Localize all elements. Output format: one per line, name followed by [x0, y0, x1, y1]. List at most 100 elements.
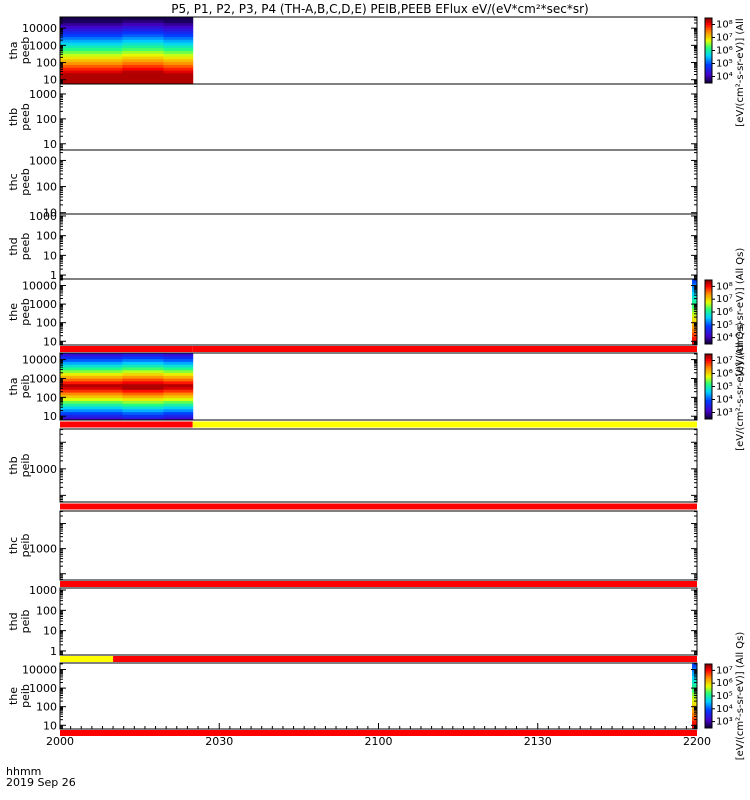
- spectrogram-cell: [163, 406, 194, 410]
- spectrogram-cell: [163, 28, 194, 32]
- panel-frame: [59, 428, 698, 503]
- colorbar-label: [eV/(cm²-s-sr-eV)] (All Qs): [735, 632, 746, 761]
- y-tick-label: 100: [36, 391, 57, 404]
- spectrogram-cell: [60, 394, 123, 399]
- x-tick-label: 2000: [46, 735, 74, 748]
- spectrogram-cell: [163, 400, 194, 404]
- panel-frame: [59, 83, 698, 151]
- colorbar-tick-label: 10⁴: [716, 395, 733, 406]
- y-tick-label: 10: [43, 410, 57, 423]
- colorbar-label: [eV/(cm²-s-sr-eV)] (All Qs): [735, 322, 746, 451]
- spectrogram-cell: [122, 64, 165, 68]
- spectrogram-cell: [122, 30, 165, 35]
- spectrogram-cell: [692, 679, 697, 685]
- colorbar-swatch: [705, 399, 712, 402]
- colorbar-swatch: [705, 50, 712, 53]
- spectrogram-cell: [163, 33, 194, 38]
- colorbar-tick-label: 10⁴: [716, 72, 733, 83]
- colorbar-swatch: [705, 284, 712, 287]
- colorbar-swatch: [705, 63, 712, 66]
- y-tick-label: 100: [36, 230, 57, 243]
- colorbar-swatch: [705, 310, 712, 313]
- quality-bar-segment: [113, 656, 698, 662]
- colorbar-swatch: [705, 699, 712, 702]
- spectrogram-cell: [60, 33, 123, 38]
- spectrogram-cell: [122, 397, 165, 401]
- colorbar-swatch: [705, 697, 712, 700]
- spectrogram-cell: [122, 42, 165, 46]
- colorbar-swatch: [705, 712, 712, 715]
- spectrogram-cell: [692, 316, 697, 321]
- colorbar-tick-label: 10³: [716, 717, 733, 728]
- spectrogram-cell: [163, 380, 194, 385]
- panel-frame: [59, 662, 698, 730]
- colorbar-swatch: [705, 380, 712, 383]
- spectrogram-cell: [163, 25, 194, 29]
- colorbar-swatch: [705, 78, 712, 81]
- colorbar-tick-label: 10⁸: [716, 20, 733, 31]
- colorbar-swatch: [705, 371, 712, 374]
- colorbar-swatch: [705, 26, 712, 29]
- colorbar-swatch: [705, 31, 712, 34]
- panel-product-label: peeb: [19, 168, 32, 196]
- spectrogram-cell: [122, 366, 165, 371]
- colorbar-swatch: [705, 384, 712, 387]
- spectrogram-cell: [163, 411, 194, 415]
- colorbar-swatch: [705, 286, 712, 289]
- spectrogram-cell: [163, 353, 194, 357]
- spectrogram-cell: [163, 414, 194, 418]
- colorbar-swatch: [705, 365, 712, 368]
- colorbar-swatch: [705, 689, 712, 692]
- colorbar-swatch: [705, 292, 712, 295]
- y-tick-label: 10000: [22, 664, 57, 677]
- spectrogram-cell: [163, 78, 194, 82]
- colorbar-swatch: [705, 363, 712, 366]
- colorbar-tick-label: 10⁵: [716, 382, 733, 393]
- colorbar-swatch: [705, 73, 712, 76]
- colorbar-swatch: [705, 60, 712, 63]
- spectrogram-cell: [60, 39, 123, 43]
- quality-bars-layer: [60, 346, 698, 736]
- colorbar-swatch: [705, 58, 712, 61]
- colorbar-swatch: [705, 307, 712, 310]
- spectrogram-cell: [122, 53, 165, 57]
- colorbar-swatch: [705, 383, 712, 386]
- spectrogram-cell: [692, 295, 697, 301]
- y-tick-label: 10: [43, 249, 57, 262]
- colorbar-swatch: [705, 18, 712, 21]
- colorbar-swatch: [705, 710, 712, 713]
- spectrogram-cell: [122, 392, 165, 396]
- colorbar-swatch: [705, 32, 712, 35]
- spectrogram-cell: [163, 81, 194, 85]
- spectrogram-cell: [163, 394, 194, 399]
- colorbar-swatch: [705, 407, 712, 410]
- colorbar-swatch: [705, 684, 712, 687]
- colorbar-swatch: [705, 312, 712, 315]
- colorbar-swatch: [705, 355, 712, 358]
- spectrogram-cell: [60, 355, 123, 360]
- spectrogram-cell: [122, 408, 165, 413]
- spectrogram-cell: [163, 36, 194, 40]
- y-tick-label: 1000: [29, 154, 57, 167]
- spectrogram-cell: [163, 417, 194, 421]
- colorbar-tick-label: 10⁴: [716, 333, 733, 344]
- colorbar-swatch: [705, 300, 712, 303]
- spectrogram-cell: [60, 389, 123, 393]
- spectrogram-cell: [163, 44, 194, 49]
- spectrogram-cell: [692, 720, 697, 726]
- colorbar-swatch: [705, 675, 712, 678]
- spectrogram-cell: [60, 375, 123, 379]
- spectrogram-cell: [122, 39, 165, 43]
- colorbar-swatch: [705, 321, 712, 324]
- spectrogram-cell: [60, 61, 123, 65]
- y-tick-label: 10000: [22, 22, 57, 35]
- spectrogram-cell: [163, 56, 194, 60]
- y-tick-label: 100: [36, 604, 57, 617]
- colorbar-swatch: [705, 42, 712, 45]
- spectrogram-cell: [692, 683, 697, 689]
- spectrogram-cell: [692, 328, 697, 334]
- spectrogram-cell: [122, 47, 165, 51]
- quality-bar-segment: [192, 346, 698, 352]
